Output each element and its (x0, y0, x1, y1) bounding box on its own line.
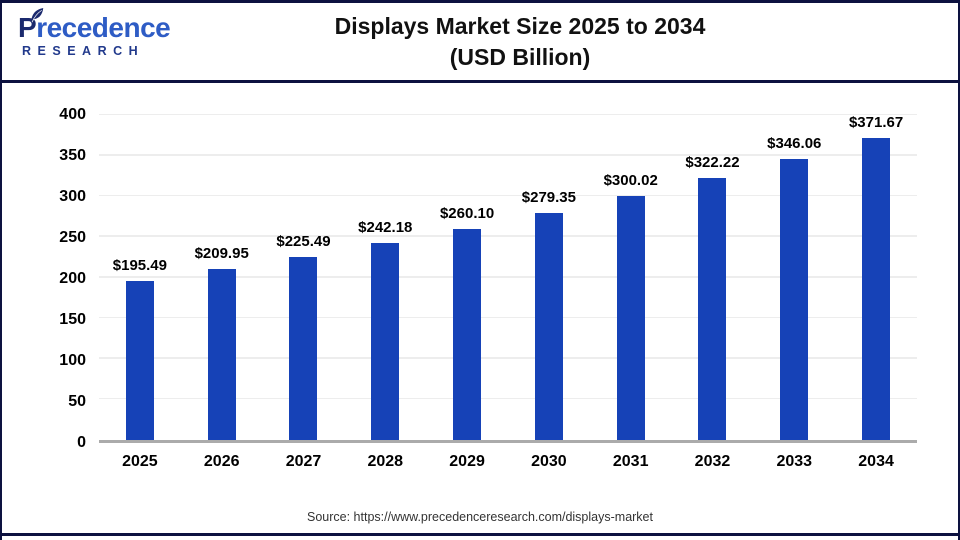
bar-slot-2026: $209.95 (181, 115, 263, 440)
bar-2029 (453, 228, 482, 440)
gridline-300 (99, 194, 917, 197)
bar-slot-2028: $242.18 (344, 115, 426, 440)
x-tick-2025: 2025 (122, 453, 158, 470)
y-tick-150: 150 (59, 311, 86, 328)
bar-slot-2034: $371.67 (835, 114, 917, 440)
chart-title-line2: (USD Billion) (449, 44, 591, 70)
bar-value-label-2033: $346.06 (767, 134, 822, 152)
gridline-400 (99, 113, 917, 115)
x-tick-2031: 2031 (612, 453, 649, 470)
bar-slot-2031: $300.02 (590, 115, 672, 440)
bar-2031 (616, 196, 645, 440)
bar-value-label-2029: $260.10 (439, 204, 495, 222)
bar-slot-2033: $346.06 (753, 115, 835, 440)
plot-area: $195.49 $209.95 $225.49 $242.18 $260.10 $279.… (99, 113, 917, 443)
gridline-250 (99, 235, 917, 237)
bar-value-label-2027: $225.49 (276, 232, 331, 250)
y-tick-250: 250 (59, 229, 86, 246)
bar-2025 (125, 281, 154, 440)
y-tick-50: 50 (68, 393, 86, 410)
y-tick-400: 400 (59, 106, 86, 123)
bar-2034 (862, 138, 891, 440)
y-tick-0: 0 (77, 434, 86, 451)
gridline-350 (99, 154, 917, 156)
gridline-100 (99, 357, 917, 359)
chart-title: Displays Market Size 2025 to 2034 (USD B… (82, 11, 958, 73)
gridline-50 (99, 397, 917, 400)
x-tick-2026: 2026 (203, 453, 240, 470)
bar-slot-2030: $279.35 (508, 115, 590, 440)
bar-value-label-2034: $371.67 (848, 114, 904, 132)
brand-subtitle: RESEARCH (22, 44, 145, 58)
bar-2032 (698, 178, 727, 440)
y-tick-200: 200 (59, 270, 86, 287)
bar-slot-2029: $260.10 (426, 115, 508, 440)
bar-slot-2025: $195.49 (99, 115, 181, 440)
bar-slot-2032: $322.22 (672, 115, 754, 440)
bar-2030 (534, 213, 563, 440)
bar-2033 (780, 158, 809, 440)
bar-value-label-2028: $242.18 (358, 219, 413, 237)
x-tick-2029: 2029 (449, 453, 485, 470)
brand-wordmark: Precedence (18, 12, 171, 43)
bar-2027 (289, 256, 318, 440)
x-tick-2034: 2034 (858, 453, 894, 470)
y-axis: 0 50 100 150 200 250 300 350 400 (2, 106, 86, 451)
gridline-200 (99, 276, 917, 278)
x-tick-2033: 2033 (776, 453, 813, 470)
bar-2028 (371, 243, 400, 440)
gridline-150 (99, 316, 917, 319)
bar-value-label-2026: $209.95 (194, 245, 249, 263)
y-tick-100: 100 (59, 352, 86, 369)
x-tick-2030: 2030 (531, 453, 567, 470)
y-tick-300: 300 (59, 188, 86, 205)
x-tick-2032: 2032 (694, 453, 731, 470)
x-axis: 2025 2026 2027 2028 2029 2030 2031 2032 2033 2034 (99, 453, 917, 471)
bar-value-label-2032: $322.22 (685, 154, 740, 172)
footer-divider (2, 533, 958, 536)
bar-value-label-2025: $195.49 (112, 257, 167, 275)
bar-2026 (207, 269, 236, 440)
chart-title-line1: Displays Market Size 2025 to 2034 (334, 13, 706, 39)
header-divider (2, 80, 958, 83)
bar-slot-2027: $225.49 (263, 115, 345, 440)
source-text: Source: https://www.precedenceresearch.c… (307, 510, 653, 524)
x-tick-2027: 2027 (285, 453, 322, 470)
x-tick-2028: 2028 (367, 453, 404, 470)
y-tick-350: 350 (59, 147, 86, 164)
bar-value-label-2031: $300.02 (603, 172, 658, 190)
bar-value-label-2030: $279.35 (521, 189, 576, 207)
